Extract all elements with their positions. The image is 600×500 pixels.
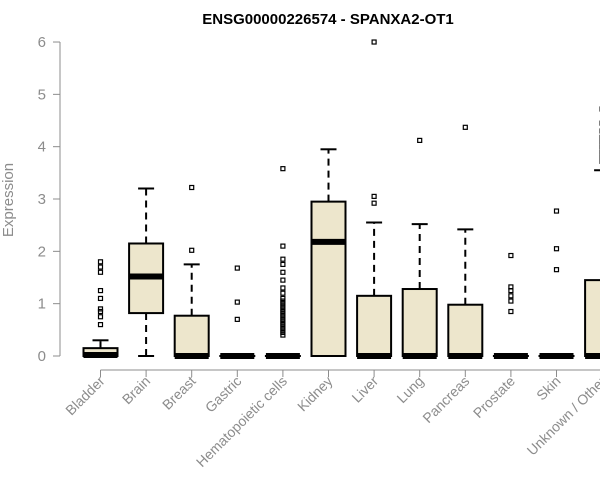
outlier-point — [553, 267, 560, 273]
outlier-point — [280, 261, 286, 268]
outlier-point — [234, 316, 240, 322]
box-breast — [173, 184, 210, 359]
box-unknown-other — [584, 106, 600, 359]
box-body — [356, 294, 393, 357]
outlier-point — [462, 124, 468, 130]
box-body — [173, 314, 210, 358]
box-kidney — [310, 148, 347, 357]
x-tick-label: Breast — [159, 373, 199, 413]
y-tick-label: 4 — [38, 139, 46, 156]
outlier-point — [280, 303, 286, 309]
outlier-point — [280, 290, 286, 296]
outlier-point — [371, 200, 377, 206]
outlier-point — [280, 306, 286, 312]
outlier-point — [280, 322, 286, 328]
y-tick-label: 2 — [38, 243, 46, 260]
outlier-point — [280, 295, 286, 302]
x-tick-label: Gastric — [202, 373, 245, 416]
x-tick-label: Bladder — [62, 373, 108, 419]
outlier-point — [97, 264, 104, 270]
outlier-point — [280, 285, 286, 291]
outlier-point — [280, 319, 286, 325]
box-body — [310, 200, 347, 357]
outlier-point — [280, 166, 286, 172]
box-pancreas — [447, 124, 484, 359]
outlier-point — [189, 247, 195, 253]
outlier-point — [97, 306, 104, 312]
outlier-point — [508, 252, 514, 259]
outlier-point — [280, 308, 286, 315]
outlier-point — [97, 269, 104, 275]
box-brain — [128, 187, 165, 357]
outlier-point — [553, 208, 560, 214]
x-tick-label: Skin — [533, 373, 564, 404]
x-tick-label: Liver — [348, 373, 381, 406]
outlier-point — [553, 246, 560, 252]
outlier-point — [280, 269, 286, 275]
box-body — [584, 279, 600, 357]
outlier-point — [234, 299, 240, 305]
x-tick-label: Pancreas — [419, 373, 472, 426]
outlier-point — [508, 284, 514, 290]
box-skin — [538, 208, 575, 359]
outlier-point — [280, 301, 286, 307]
outlier-point — [97, 322, 104, 328]
outlier-point — [97, 308, 104, 315]
outlier-point — [280, 243, 286, 249]
x-tick-label: Prostate — [470, 373, 518, 421]
box-body — [447, 303, 484, 358]
outlier-point — [280, 298, 286, 304]
y-axis: 0 1 2 3 4 5 6 — [38, 34, 61, 365]
x-tick-label: Kidney — [294, 373, 336, 415]
chart-title: ENSG00000226574 - SPANXA2-OT1 — [202, 11, 454, 28]
y-tick-label: 0 — [38, 348, 46, 365]
outlier-point — [280, 332, 286, 338]
outlier-point — [371, 39, 377, 45]
outlier-point — [508, 293, 514, 299]
outlier-point — [234, 265, 240, 271]
outlier-point — [508, 298, 514, 304]
box-body — [401, 288, 438, 358]
outlier-point — [280, 311, 286, 317]
outlier-point — [97, 259, 104, 265]
outlier-point — [97, 295, 104, 302]
box-gastric — [219, 265, 256, 359]
outlier-point — [280, 324, 286, 330]
outlier-point — [280, 314, 286, 320]
x-tick-label: Lung — [393, 373, 426, 406]
y-tick-label: 3 — [38, 191, 46, 208]
outlier-point — [280, 256, 286, 262]
y-tick-label: 6 — [38, 34, 46, 51]
outlier-point — [97, 287, 104, 294]
outlier-point — [371, 193, 377, 199]
plot-area — [82, 39, 600, 359]
outlier-point — [280, 329, 286, 336]
box-liver — [356, 39, 393, 359]
box-prostate — [492, 252, 529, 359]
outlier-point — [280, 327, 286, 333]
y-tick-label: 5 — [38, 86, 46, 103]
outlier-point — [417, 137, 423, 144]
x-tick-label: Brain — [119, 373, 153, 407]
box-lung — [401, 137, 438, 359]
outlier-point — [97, 314, 104, 320]
box-hematopoietic-cells — [264, 166, 301, 359]
y-axis-label: Expression — [0, 163, 17, 237]
y-tick-label: 1 — [38, 296, 46, 313]
outlier-point — [189, 184, 195, 191]
outlier-point — [508, 308, 514, 315]
outlier-point — [280, 277, 286, 283]
outlier-point — [280, 316, 286, 322]
x-tick-label: Hematopoietic cells — [193, 373, 290, 470]
box-bladder — [82, 259, 119, 358]
